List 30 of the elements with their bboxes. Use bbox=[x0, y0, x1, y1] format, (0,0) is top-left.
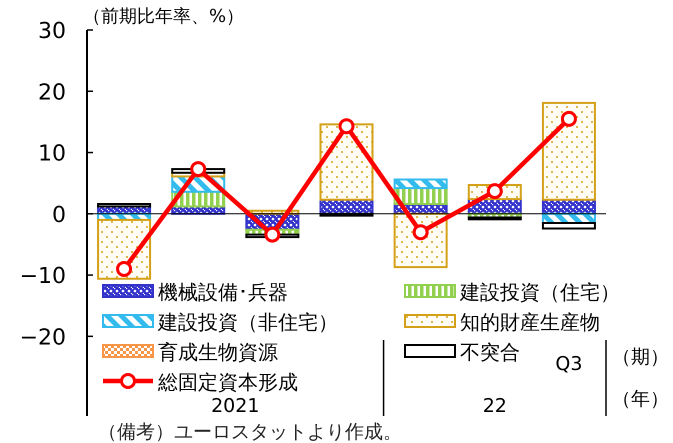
bar bbox=[97, 203, 152, 208]
text: （期） bbox=[612, 346, 669, 368]
legend-label: 建設投資（非住宅） bbox=[157, 310, 338, 334]
text: （備考）ユーロスタットより作成。 bbox=[98, 421, 402, 443]
bar bbox=[394, 178, 448, 190]
y-tick-label: 0 bbox=[52, 202, 66, 228]
legend-label: 不突合 bbox=[460, 340, 520, 364]
y-tick-label: 10 bbox=[38, 142, 66, 167]
legend-label: 知的財産生産物 bbox=[460, 310, 600, 334]
y-tick-label: 30 bbox=[38, 19, 66, 44]
point bbox=[338, 118, 354, 134]
annotation: 22 bbox=[482, 395, 507, 417]
bar bbox=[542, 222, 596, 230]
y-tick-label: 20 bbox=[38, 80, 66, 106]
legend-label: 建設投資（住宅） bbox=[459, 280, 620, 304]
y-tick-label: −20 bbox=[20, 325, 66, 350]
x-tick-label: Q3 bbox=[555, 353, 582, 375]
annotation: 2021 bbox=[211, 395, 260, 417]
point bbox=[264, 226, 280, 243]
point bbox=[560, 110, 577, 127]
point bbox=[190, 161, 206, 178]
bar bbox=[542, 102, 596, 201]
y-axis-title: （前期比年率、%） bbox=[83, 6, 244, 27]
legend-label: 育成生物資源 bbox=[158, 340, 278, 364]
text: （年） bbox=[612, 388, 669, 410]
legend-label: 総固定資本形成 bbox=[157, 370, 298, 394]
legend-label: 機械設備･兵器 bbox=[158, 280, 288, 304]
y-tick-label: −10 bbox=[20, 264, 66, 290]
point bbox=[116, 260, 132, 277]
point bbox=[486, 183, 503, 200]
